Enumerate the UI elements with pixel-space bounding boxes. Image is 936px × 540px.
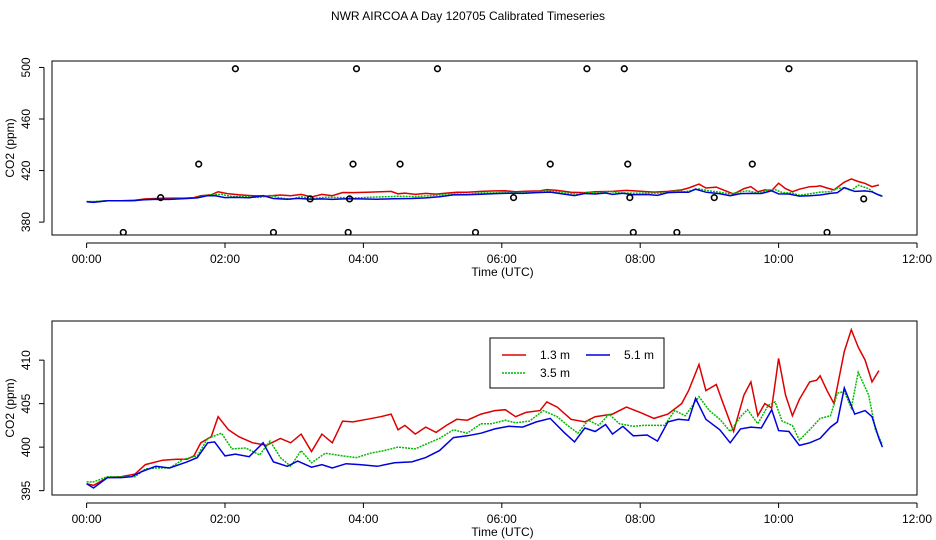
- top-x-tick-label: 04:00: [348, 252, 378, 266]
- top-y-tick-label: 460: [19, 109, 33, 129]
- top-flag-marker: [349, 160, 357, 168]
- top-panel: 00:00 02:00 04:00 06:00 08:00 10:00 12:00 Time …: [3, 57, 932, 279]
- bottom-series-line-3-5-m: [86, 369, 884, 483]
- bottom-y-tick-label: 395: [19, 480, 33, 500]
- top-x-tick-label: 00:00: [72, 252, 102, 266]
- top-flag-marker: [119, 228, 127, 235]
- top-series-line-5-1-m: [86, 186, 883, 204]
- top-flag-marker: [785, 65, 793, 73]
- top-x-tick-label: 06:00: [487, 252, 517, 266]
- top-flag-marker: [748, 160, 756, 168]
- bottom-x-axis-title: Time (UTC): [471, 525, 533, 539]
- top-flag-marker: [583, 65, 591, 73]
- top-flag-marker: [195, 160, 203, 168]
- top-flag-marker: [710, 194, 718, 202]
- top-flag-marker: [509, 194, 518, 202]
- top-y-axis-title: CO2 (ppm): [3, 118, 17, 177]
- top-plot-area: [86, 65, 883, 235]
- bottom-x-tick-label: 00:00: [72, 512, 102, 526]
- top-x-tick-label: 08:00: [625, 252, 655, 266]
- top-flag-marker: [396, 160, 404, 168]
- bottom-x-tick-label: 08:00: [625, 512, 655, 526]
- top-x-tick-label: 10:00: [764, 252, 794, 266]
- top-series-line-3-5-m: [86, 184, 883, 203]
- top-flag-marker: [433, 65, 442, 73]
- top-flag-marker: [352, 65, 361, 73]
- bottom-y-tick-label: 410: [19, 350, 33, 370]
- top-flag-marker: [673, 228, 681, 235]
- top-y-tick-label: 380: [19, 212, 33, 232]
- legend-box: [489, 337, 665, 389]
- bottom-y-axis-title: CO2 (ppm): [3, 378, 17, 437]
- top-flag-marker: [231, 65, 239, 73]
- bottom-series-line-1-3-m: [86, 327, 880, 487]
- top-y-tick-label: 500: [19, 57, 33, 77]
- top-flag-marker: [620, 65, 628, 73]
- bottom-panel: 00:00 02:00 04:00 06:00 08:00 10:00 12:00 Time …: [3, 320, 932, 539]
- top-plot-frame: [51, 60, 918, 236]
- bottom-plot-frame: [51, 320, 918, 496]
- top-flag-marker: [471, 228, 480, 235]
- bottom-x-tick-label: 10:00: [764, 512, 794, 526]
- top-series-line-1-3-m: [86, 178, 880, 203]
- top-y-tick-label: 420: [19, 160, 33, 180]
- bottom-plot-area: [86, 327, 884, 489]
- bottom-x-tick-label: 04:00: [348, 512, 378, 526]
- top-x-axis-title: Time (UTC): [471, 265, 533, 279]
- top-flag-marker: [345, 195, 354, 203]
- top-flag-marker: [860, 195, 868, 203]
- bottom-series-line-5-1-m: [86, 385, 884, 489]
- top-flag-marker: [624, 160, 632, 168]
- top-x-tick-label: 02:00: [210, 252, 240, 266]
- top-flag-marker: [306, 195, 314, 203]
- legend-label-5-1-m: 5.1 m: [624, 348, 654, 362]
- top-flag-marker: [626, 194, 634, 202]
- legend-label-3-5-m: 3.5 m: [540, 366, 570, 380]
- bottom-x-tick-label: 06:00: [487, 512, 517, 526]
- top-flag-marker: [823, 228, 831, 235]
- top-x-tick-label: 12:00: [902, 252, 932, 266]
- legend-label-1-3-m: 1.3 m: [540, 348, 570, 362]
- bottom-y-tick-label: 405: [19, 393, 33, 413]
- top-flag-marker: [629, 228, 637, 235]
- bottom-x-tick-label: 12:00: [902, 512, 932, 526]
- bottom-legend: 1.3 m 3.5 m 5.1 m: [489, 337, 665, 389]
- top-flag-marker: [546, 160, 554, 168]
- bottom-x-tick-label: 02:00: [210, 512, 240, 526]
- top-flag-marker: [269, 228, 278, 235]
- top-flag-marker: [157, 194, 165, 202]
- bottom-y-tick-label: 400: [19, 437, 33, 457]
- page-title: NWR AIRCOA A Day 120705 Calibrated Times…: [330, 9, 606, 23]
- top-flag-marker: [344, 228, 352, 235]
